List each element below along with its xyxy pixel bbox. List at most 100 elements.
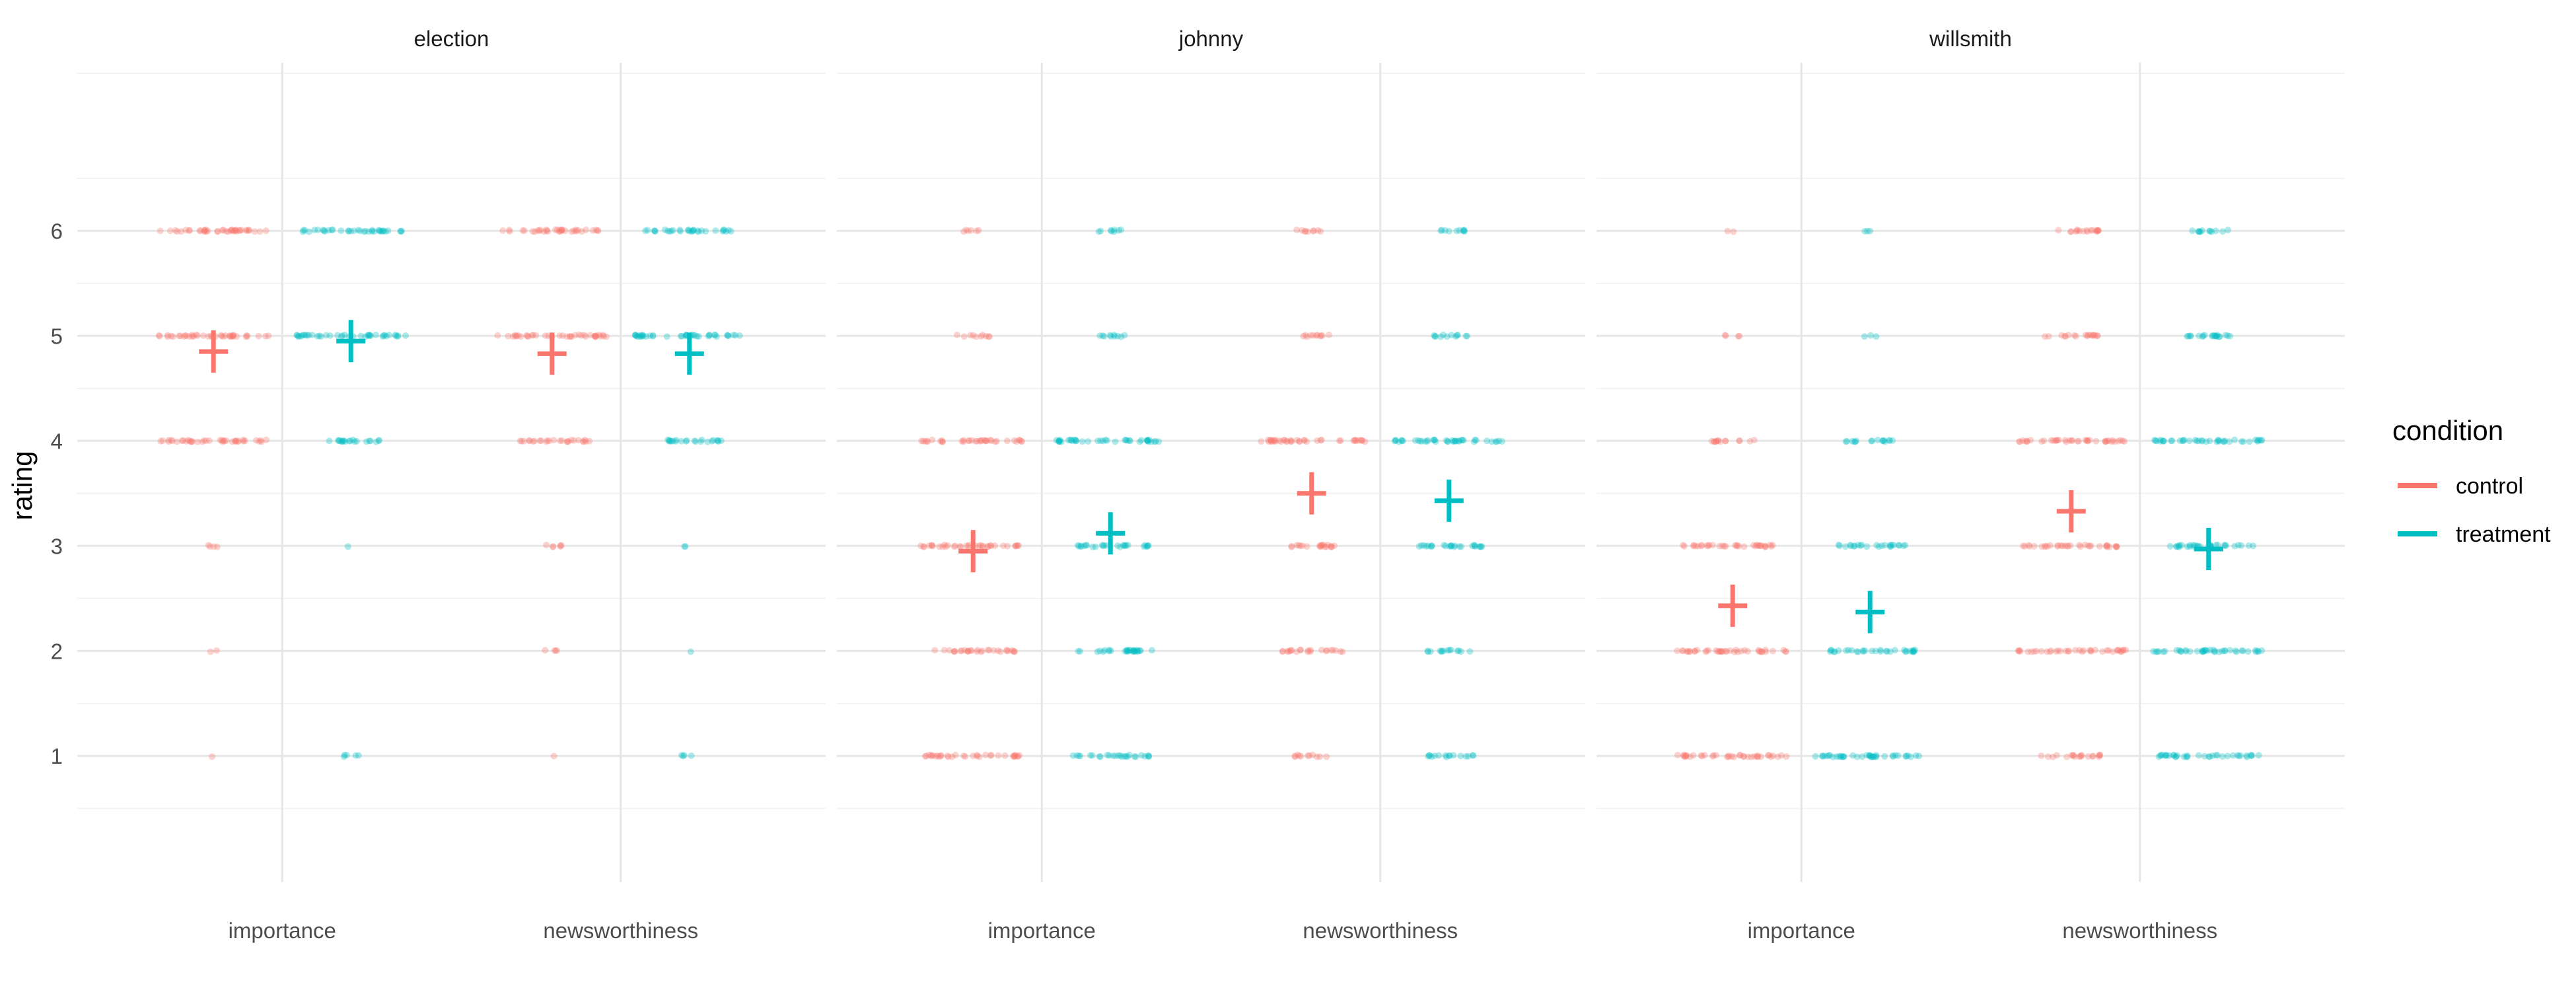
data-point <box>2061 542 2069 550</box>
data-point <box>1907 753 1914 760</box>
data-point <box>1833 753 1840 760</box>
data-point <box>2229 752 2236 759</box>
data-point <box>1476 543 1483 550</box>
data-point <box>1721 332 1729 339</box>
data-point <box>1453 227 1460 235</box>
data-point <box>2075 437 2082 445</box>
data-point <box>1457 648 1464 655</box>
data-point <box>1321 543 1328 550</box>
mean-cross <box>1718 584 1748 627</box>
data-point <box>684 227 692 234</box>
data-point <box>2252 436 2259 443</box>
data-point <box>2170 752 2177 759</box>
data-point <box>352 752 359 759</box>
data-point <box>1155 438 1163 445</box>
data-point <box>1124 646 1131 653</box>
data-point <box>582 333 589 340</box>
data-point <box>1851 542 1858 550</box>
data-point <box>1097 437 1104 445</box>
data-point <box>220 227 227 234</box>
data-point <box>600 332 607 340</box>
data-point <box>1144 437 1151 444</box>
data-point <box>544 437 551 444</box>
data-point <box>1131 647 1139 655</box>
data-point <box>1736 437 1743 444</box>
data-point <box>2222 332 2229 339</box>
data-point <box>1326 331 1332 338</box>
data-point <box>2024 648 2032 655</box>
data-point <box>1692 647 1698 655</box>
data-point <box>1126 647 1133 654</box>
data-point <box>1108 227 1115 235</box>
data-point <box>1352 436 1359 443</box>
data-point <box>1295 542 1303 549</box>
data-point <box>1488 438 1495 445</box>
data-point <box>2114 647 2122 654</box>
data-point <box>557 437 563 445</box>
data-point <box>2074 438 2081 445</box>
data-point <box>1674 647 1681 655</box>
data-point <box>2213 542 2220 548</box>
data-point <box>2227 647 2234 654</box>
data-point <box>567 333 574 340</box>
x-tick-label: importance <box>1748 918 1855 943</box>
data-point <box>381 332 388 339</box>
data-point <box>2216 333 2223 340</box>
data-point <box>1305 228 1312 235</box>
data-point <box>1717 647 1724 655</box>
data-point <box>186 333 193 340</box>
data-point <box>1353 437 1360 445</box>
data-point <box>1089 543 1096 550</box>
data-point <box>353 437 360 445</box>
data-point <box>2094 227 2101 235</box>
data-point <box>506 227 513 234</box>
data-point <box>1420 542 1427 549</box>
data-point <box>951 648 958 655</box>
data-point <box>2092 332 2099 339</box>
data-point <box>219 437 226 444</box>
data-point <box>715 438 722 445</box>
data-point <box>1680 542 1687 549</box>
data-point <box>1872 647 1879 655</box>
data-point <box>251 228 258 235</box>
data-point <box>2103 542 2110 550</box>
data-point <box>564 438 571 445</box>
data-point <box>1452 437 1460 445</box>
data-point <box>543 227 550 235</box>
data-point <box>182 227 190 234</box>
data-point <box>1456 543 1463 550</box>
data-point <box>2180 437 2187 444</box>
data-point <box>1096 753 1103 760</box>
data-point <box>2027 437 2034 444</box>
data-point <box>2219 647 2226 655</box>
data-point <box>1446 752 1453 759</box>
data-point <box>2238 647 2246 654</box>
data-point <box>227 227 234 234</box>
data-point <box>1766 542 1773 548</box>
data-point <box>1268 437 1275 445</box>
data-point <box>594 227 602 235</box>
data-point <box>304 332 310 339</box>
data-point <box>180 333 188 340</box>
data-point <box>156 332 163 340</box>
data-point <box>1291 753 1299 760</box>
data-point <box>2112 543 2120 550</box>
data-point <box>2243 753 2250 760</box>
data-point <box>1755 647 1762 653</box>
data-point <box>2084 332 2091 340</box>
data-point <box>194 438 201 445</box>
data-point <box>1680 542 1688 550</box>
data-point <box>683 437 690 444</box>
data-point <box>965 437 972 445</box>
data-point <box>1886 541 1894 548</box>
data-point <box>579 438 587 445</box>
data-point <box>1094 648 1101 655</box>
data-point <box>1708 437 1715 445</box>
data-point <box>631 332 639 339</box>
data-point <box>2015 647 2022 655</box>
mean-markers <box>199 320 2223 634</box>
data-point <box>2096 752 2103 759</box>
data-point <box>1296 438 1303 445</box>
data-point <box>1877 646 1884 653</box>
data-point <box>1309 751 1316 758</box>
